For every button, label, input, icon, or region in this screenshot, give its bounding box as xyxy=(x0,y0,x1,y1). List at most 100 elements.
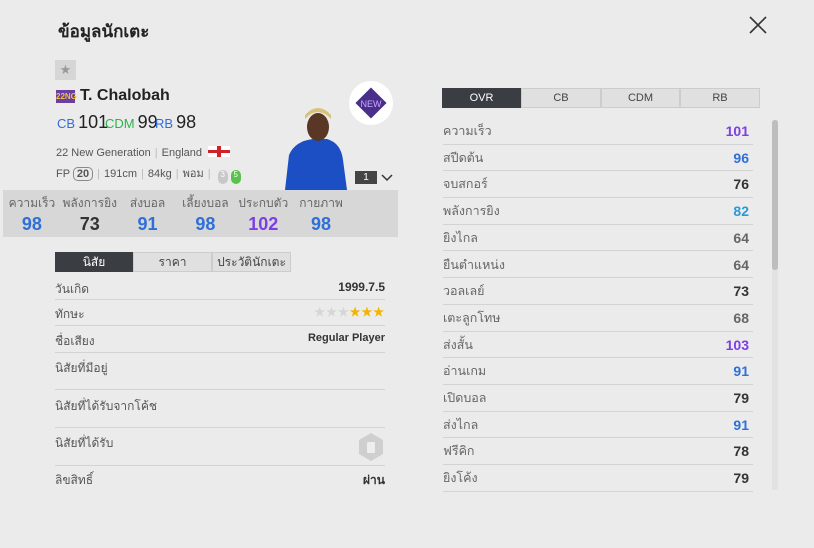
stat-label: เลี้ยงบอล xyxy=(182,196,229,210)
tab-traits[interactable]: นิสัย xyxy=(55,252,133,272)
stat-row: ยิงโค้ง 79 xyxy=(443,465,753,492)
stat-row: ส่งไกล 91 xyxy=(443,412,753,439)
fp-hexagon: 20 xyxy=(72,167,94,181)
stat-row: ส่งสั้น 103 xyxy=(443,332,753,359)
star-icon: ★ xyxy=(373,305,385,319)
license-row: ลิขสิทธิ์ ผ่าน xyxy=(55,473,385,487)
page-title: ข้อมูลนักเตะ xyxy=(58,22,150,41)
stat-label: ความเร็ว xyxy=(443,124,492,138)
summary-stat: พลังการยิง 73 xyxy=(61,190,119,237)
reputation-row: ชื่อเสียง Regular Player xyxy=(55,332,385,353)
stat-value: 73 xyxy=(733,283,749,300)
scrollbar[interactable] xyxy=(772,120,778,490)
stat-row: เปิดบอล 79 xyxy=(443,385,753,412)
birth-row: วันเกิด 1999.7.5 xyxy=(55,280,385,300)
lock-icon xyxy=(359,433,383,461)
star-icon: ★ xyxy=(314,305,327,319)
tab-history[interactable]: ประวัตินักเตะ xyxy=(212,252,291,272)
stat-value: 64 xyxy=(733,256,749,273)
player-photo xyxy=(285,108,347,190)
chevron-down-icon[interactable] xyxy=(381,172,393,182)
tab-cdm[interactable]: CDM xyxy=(601,88,680,108)
summary-stat: ประกบตัว 102 xyxy=(234,190,292,237)
star-icon: ★ xyxy=(349,305,362,319)
england-flag-icon xyxy=(208,146,231,157)
stat-label: วอลเลย์ xyxy=(443,284,485,299)
stat-value: 68 xyxy=(733,309,749,326)
club-logo: NEW xyxy=(349,81,393,125)
stat-tabs: OVR CB CDM RB xyxy=(442,88,760,108)
stat-row: ฟรีคิก 78 xyxy=(443,438,753,466)
stat-row: วอลเลย์ 73 xyxy=(443,278,753,305)
stat-label: ส่งสั้น xyxy=(443,337,473,352)
stat-value: 79 xyxy=(733,390,749,406)
stat-row: ยิงไกล 64 xyxy=(443,225,753,252)
tab-ovr[interactable]: OVR xyxy=(442,88,521,108)
position-rb: RB 98 xyxy=(155,112,197,132)
stat-value: 82 xyxy=(733,203,749,220)
stat-value: 79 xyxy=(733,470,749,487)
stat-row: ยืนตำแหน่ง 64 xyxy=(443,252,753,279)
summary-stats: ความเร็ว 98 พลังการยิง 73 ส่งบอล 91 เลี้ยงบอล 9… xyxy=(3,190,398,237)
stat-value: 98 xyxy=(311,214,332,234)
stat-value: 98 xyxy=(21,214,42,234)
stat-row: สปีดต้น 96 xyxy=(443,145,753,172)
favorite-star-button[interactable]: ★ xyxy=(55,60,76,80)
stat-row: จบสกอร์ 76 xyxy=(443,171,753,199)
stat-value: 102 xyxy=(248,214,279,234)
svg-text:NEW: NEW xyxy=(361,99,383,109)
season-nation: 22 New Generation | England xyxy=(56,146,231,159)
skill-row: ทักษะ ★★★★★★ xyxy=(55,305,385,326)
stat-label: พลังการยิง xyxy=(443,204,500,219)
stat-value: 91 xyxy=(733,363,749,380)
stat-row: อ่านเกม 91 xyxy=(443,358,753,385)
stat-value: 78 xyxy=(733,443,749,460)
stat-label: ยืนตำแหน่ง xyxy=(443,257,505,272)
stat-value: 98 xyxy=(195,214,216,234)
summary-stat: ส่งบอล 91 xyxy=(119,190,177,237)
tab-cb[interactable]: CB xyxy=(521,88,601,108)
stat-value: 96 xyxy=(733,149,749,166)
tab-rb[interactable]: RB xyxy=(680,88,760,108)
stat-label: ฟรีคิก xyxy=(443,444,475,459)
stat-label: เตะลูกโทษ xyxy=(443,310,501,325)
coach-traits-row: นิสัยที่ได้รับจากโค้ช xyxy=(55,397,385,428)
stat-label: กายภาพ xyxy=(299,196,343,210)
summary-stat: เลี้ยงบอล 98 xyxy=(176,190,234,237)
stat-value: 64 xyxy=(733,229,749,246)
position-cdm: CDM 99 xyxy=(105,112,158,132)
stat-row: พลังการยิง 82 xyxy=(443,198,753,225)
star-icon: ★ xyxy=(361,305,374,319)
player-name: T. Chalobah xyxy=(80,87,170,104)
skill-stars: ★★★★★★ xyxy=(314,305,385,319)
stat-label: ยิงไกล xyxy=(443,230,478,245)
summary-stat: กายภาพ 98 xyxy=(292,190,350,237)
stat-value: 91 xyxy=(733,416,749,433)
close-icon[interactable] xyxy=(746,13,770,37)
stat-label: ยิงโค้ง xyxy=(443,471,478,486)
scrollbar-thumb[interactable] xyxy=(772,120,778,270)
stat-label: ความเร็ว xyxy=(8,196,56,210)
stat-label: ส่งไกล xyxy=(443,417,479,432)
season-badge: 22NG xyxy=(56,90,77,103)
stat-row: ความเร็ว 101 xyxy=(443,118,753,145)
summary-stat: ความเร็ว 98 xyxy=(3,190,61,237)
stat-label: พลังการยิง xyxy=(62,196,117,210)
star-icon: ★ xyxy=(337,305,350,319)
stat-label: สปีดต้น xyxy=(443,150,484,165)
stat-row: เตะลูกโทษ 68 xyxy=(443,305,753,332)
gained-traits-row: นิสัยที่ได้รับ xyxy=(55,433,385,466)
stat-label: ส่งบอล xyxy=(129,196,166,210)
position-cb: CB 101 xyxy=(57,112,109,132)
weak-foot-icon: 3 xyxy=(217,170,228,184)
stat-label: อ่านเกม xyxy=(443,364,487,379)
stat-label: ประกบตัว xyxy=(238,196,289,210)
info-tabs: นิสัย ราคา ประวัตินักเตะ xyxy=(55,252,291,272)
traits-row: นิสัยที่มีอยู่ xyxy=(55,359,385,390)
stat-value: 103 xyxy=(725,336,749,353)
tab-price[interactable]: ราคา xyxy=(133,252,212,272)
enhance-level[interactable]: 1 xyxy=(355,171,377,184)
stat-value: 91 xyxy=(137,214,158,234)
strong-foot-icon: 5 xyxy=(230,170,241,184)
stat-label: จบสกอร์ xyxy=(443,177,488,192)
